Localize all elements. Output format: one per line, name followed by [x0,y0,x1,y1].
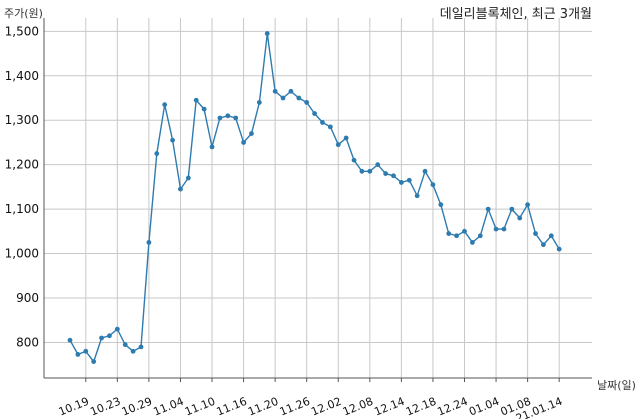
axes [43,18,592,382]
data-point [114,326,120,332]
data-point [501,226,507,232]
x-axis-label: 날짜(일) [597,378,636,392]
x-tick-label: 12.08 [341,395,375,419]
y-tick-label: 1,100 [5,202,39,216]
data-point [75,352,81,357]
data-point [320,120,325,125]
data-point [469,240,475,245]
data-point [398,180,404,185]
data-point [288,88,294,94]
data-point [99,335,104,341]
data-point [446,231,452,236]
data-point [217,115,223,121]
data-point [130,348,136,354]
data-point [154,151,160,156]
data-point [264,31,270,36]
y-tick-label: 1,000 [5,247,39,261]
data-point [209,144,215,150]
data-point [107,333,112,339]
data-point [91,359,97,364]
y-tick-label: 900 [16,291,39,305]
data-point [233,115,239,121]
y-axis-label: 주가(원) [4,7,43,20]
x-tick-label: 10.23 [88,395,122,419]
tick-labels: 800 900 1,000 1,100 1,200 1,300 1,400 1,500 10.1… [5,24,565,419]
data-point [225,113,231,119]
x-tick-label: 12.14 [372,395,406,419]
x-tick-label: 11.10 [183,395,217,419]
y-tick-label: 1,400 [5,69,39,83]
data-point [162,102,168,108]
grid-lines [44,18,592,378]
data-point [422,168,428,174]
y-tick-label: 1,300 [5,113,39,127]
data-point [83,348,89,354]
data-point [312,111,317,116]
data-point [138,344,144,350]
x-tick-label: 10.19 [57,395,91,419]
x-tick-label: 12.24 [436,395,470,419]
x-tick-label: 12.02 [309,395,343,419]
data-point [178,186,183,192]
data-point [533,231,538,236]
data-point [327,124,333,130]
chart-title: 데일리블록체인, 최근 3개월 [440,7,592,22]
data-point [509,206,515,212]
data-point [375,162,381,168]
series-layer [67,31,562,364]
data-point [335,142,341,148]
data-point [272,88,278,94]
data-point [256,100,262,105]
x-tick-label: 01.04 [467,395,501,419]
data-point [367,168,373,174]
data-point [359,168,365,174]
data-point [383,171,388,176]
data-point [241,140,246,145]
data-point [406,177,412,183]
data-point [454,233,460,239]
data-point [477,233,483,239]
data-point [391,173,396,179]
data-point [430,182,436,188]
x-tick-label: 11.20 [246,395,280,419]
y-tick-label: 1,500 [5,24,39,38]
data-point [249,131,254,136]
data-point [414,193,420,199]
data-point [493,226,499,232]
x-tick-label: 11.26 [278,395,312,419]
series-line [69,33,560,364]
x-tick-label: 12.18 [404,395,438,419]
x-tick-label: 11.16 [215,395,249,419]
data-point [67,337,73,343]
x-tick-label: 10.29 [120,395,154,419]
y-tick-label: 800 [16,335,39,349]
data-point [556,246,562,252]
data-point [438,202,444,208]
data-point [296,95,302,101]
x-tick-label: 11.04 [152,395,186,419]
data-point [193,97,199,103]
data-point [201,106,207,112]
data-point [517,215,523,221]
data-point [351,157,357,163]
data-point [185,175,191,181]
y-tick-label: 1,200 [5,158,39,172]
data-point [525,202,531,208]
data-point [122,342,128,348]
data-point [170,137,175,143]
data-point [304,100,310,105]
data-point [462,228,467,234]
data-point [541,242,546,248]
data-point [146,240,152,245]
data-point [280,95,286,101]
data-point [485,206,491,212]
data-point [343,135,349,141]
data-point [548,233,554,239]
